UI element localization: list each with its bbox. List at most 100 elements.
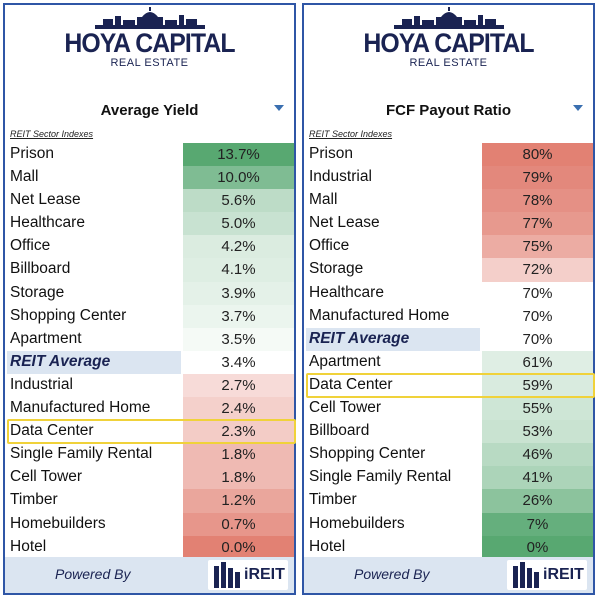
sector-name: Homebuilders (10, 514, 106, 532)
sector-name: Manufactured Home (309, 306, 450, 324)
sector-value-cell: 80% (482, 143, 593, 167)
sector-table: Prison 80% Industrial 79% Mall 78% Net Lease 77… (304, 143, 593, 559)
reit-average-row: REIT Average 70% (304, 327, 593, 351)
sector-name: Mall (309, 191, 338, 209)
table-row: Net Lease 5.6% (5, 189, 294, 213)
sector-value-cell: 2.7% (183, 373, 294, 398)
ireit-text: iREIT (543, 566, 584, 583)
table-row: Single Family Rental 41% (304, 466, 593, 490)
sector-value-cell: 70% (482, 304, 593, 328)
table-row: Mall 78% (304, 189, 593, 213)
sector-value-cell: 4.2% (183, 235, 294, 259)
sector-name: Prison (309, 145, 353, 162)
hoya-capital-logo: HOYA CAPITAL REAL ESTATE (304, 7, 593, 83)
sector-name: Cell Tower (309, 399, 382, 417)
logo-title: HOYA CAPITAL (363, 28, 534, 58)
sector-value-cell: 3.9% (183, 281, 294, 305)
table-row: Apartment 61% (304, 350, 593, 374)
sector-name: Storage (309, 260, 364, 278)
sector-name: Timber (10, 491, 58, 509)
table-row: Hotel 0.0% (5, 535, 294, 559)
metric-title: FCF Payout Ratio (385, 102, 511, 119)
sector-value-cell: 0.7% (183, 512, 294, 536)
sector-value-cell: 0% (482, 535, 593, 559)
table-row: Single Family Rental 1.8% (5, 443, 294, 467)
table-row: Timber 1.2% (5, 489, 294, 513)
sector-name: Apartment (309, 352, 381, 370)
sector-name: Office (10, 237, 51, 255)
sector-name: Billboard (309, 422, 370, 440)
sector-name: Net Lease (309, 214, 380, 232)
capitol-skyline-icon (393, 7, 504, 29)
sector-value-cell: 1.2% (183, 489, 294, 513)
table-row: Office 75% (304, 235, 593, 259)
sector-name: Data Center (309, 375, 393, 393)
building-icon (513, 562, 539, 588)
table-row: Billboard 4.1% (5, 258, 294, 282)
sector-value-cell: 10.0% (183, 166, 294, 190)
table-row: Healthcare 70% (304, 281, 593, 305)
sector-name: Industrial (309, 168, 372, 186)
sector-name: Homebuilders (309, 514, 405, 532)
table-row: Data Center 59% (304, 373, 593, 398)
metric-title: Average Yield (100, 102, 199, 119)
sector-value-cell: 1.8% (183, 443, 294, 467)
sector-name: Timber (309, 491, 357, 509)
table-row: Shopping Center 46% (304, 443, 593, 467)
table-row: Data Center 2.3% (5, 420, 294, 444)
average-row-background (7, 350, 181, 374)
sector-name: Shopping Center (309, 445, 426, 463)
table-row: Manufactured Home 70% (304, 304, 593, 328)
sector-name: Industrial (10, 375, 73, 393)
sector-name: Storage (10, 283, 65, 301)
sector-name: Cell Tower (10, 468, 83, 486)
sector-value-cell: 0.0% (183, 535, 294, 559)
sector-name: Shopping Center (10, 306, 127, 324)
sector-name: Billboard (10, 260, 71, 278)
table-row: Hotel 0% (304, 535, 593, 559)
building-icon (214, 562, 240, 588)
powered-by-label: Powered By (55, 566, 131, 582)
sector-value-cell: 55% (482, 397, 593, 421)
sector-name: Apartment (10, 329, 82, 347)
ireit-logo: iREIT (507, 560, 587, 590)
sector-name: Single Family Rental (309, 468, 452, 486)
sector-name: Office (309, 237, 350, 255)
logo-title: HOYA CAPITAL (64, 28, 235, 58)
table-row: Industrial 79% (304, 166, 593, 190)
metric-dropdown-icon[interactable] (573, 105, 583, 111)
sector-value-cell: 79% (482, 166, 593, 190)
sector-name: Mall (10, 168, 39, 186)
sector-value-cell: 70% (482, 281, 593, 305)
ireit-logo: iREIT (208, 560, 288, 590)
table-row: Homebuilders 0.7% (5, 512, 294, 536)
metric-dropdown-icon[interactable] (274, 105, 284, 111)
table-row: Shopping Center 3.7% (5, 304, 294, 328)
sector-name: Manufactured Home (10, 399, 151, 417)
table-row: Cell Tower 55% (304, 397, 593, 421)
sector-value-cell: 13.7% (183, 143, 294, 167)
table-row: Office 4.2% (5, 235, 294, 259)
capitol-skyline-icon (94, 7, 205, 29)
sector-name: Prison (10, 145, 54, 162)
sector-value-cell: 5.6% (183, 189, 294, 213)
sector-name: Net Lease (10, 191, 81, 209)
sector-name: Single Family Rental (10, 445, 153, 463)
powered-by-label: Powered By (354, 566, 430, 582)
average-yield-panel: HOYA CAPITAL REAL ESTATE Average Yield R… (3, 3, 296, 595)
footer: Powered By iREIT (304, 557, 593, 593)
average-row-background (306, 327, 480, 351)
sector-value-cell: 4.1% (183, 258, 294, 282)
logo-subtitle: REAL ESTATE (110, 57, 189, 69)
sector-name: Healthcare (10, 214, 85, 232)
hoya-capital-logo: HOYA CAPITAL REAL ESTATE (5, 7, 294, 83)
table-row: Apartment 3.5% (5, 327, 294, 351)
sector-value-cell: 3.5% (183, 327, 294, 351)
table-row: Cell Tower 1.8% (5, 466, 294, 490)
sector-value-cell: 2.3% (183, 420, 294, 444)
sector-value-cell: 1.8% (183, 466, 294, 490)
sector-name: Data Center (10, 422, 94, 440)
sector-value-cell: 46% (482, 443, 593, 467)
table-row: Billboard 53% (304, 420, 593, 444)
sector-value-cell: 61% (482, 350, 593, 374)
